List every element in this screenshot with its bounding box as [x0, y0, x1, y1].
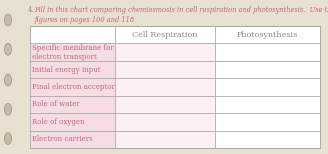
Bar [115, 61, 215, 78]
Bar [30, 96, 115, 113]
Bar [115, 43, 215, 61]
Bar [115, 78, 215, 96]
Text: Initial energy input: Initial energy input [32, 66, 100, 74]
Text: Fill in this chart comparing chemiosmosis in cell respiration and photosynthesis: Fill in this chart comparing chemiosmosi… [34, 6, 328, 24]
Bar [30, 43, 115, 61]
Bar [30, 61, 115, 78]
Bar [30, 26, 320, 148]
Text: Role of oxygen: Role of oxygen [32, 118, 85, 126]
Bar [30, 78, 115, 96]
Ellipse shape [5, 103, 11, 115]
Bar [115, 96, 215, 113]
Ellipse shape [5, 133, 11, 145]
Text: Final electron acceptor: Final electron acceptor [32, 83, 115, 91]
Bar [115, 113, 215, 131]
Text: Specific membrane for
electron transport: Specific membrane for electron transport [32, 44, 114, 61]
Text: Photosynthesis: Photosynthesis [237, 31, 298, 39]
Text: Role of water: Role of water [32, 100, 80, 108]
Ellipse shape [5, 74, 11, 86]
Bar [30, 113, 115, 131]
Bar [30, 131, 115, 148]
Bar [115, 131, 215, 148]
Text: 4.: 4. [28, 6, 34, 14]
Ellipse shape [5, 14, 11, 26]
Text: Electron carriers: Electron carriers [32, 135, 92, 143]
Text: Cell Respiration: Cell Respiration [132, 31, 198, 39]
Ellipse shape [5, 43, 11, 55]
